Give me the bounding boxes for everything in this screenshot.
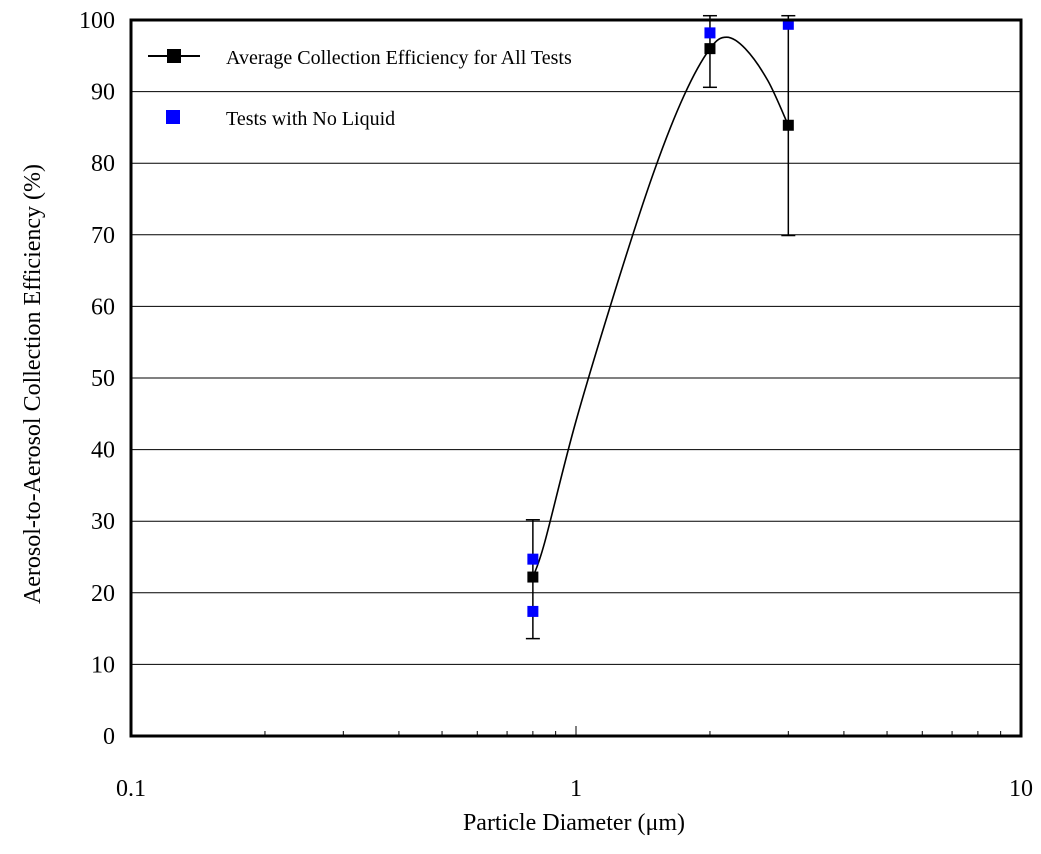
y-tick-label: 70 (91, 223, 115, 249)
legend-marker-no-liquid (166, 110, 180, 124)
data-point-no-liquid (527, 605, 539, 617)
fit-curve (532, 36, 790, 578)
legend-label-average: Average Collection Efficiency for All Te… (226, 47, 572, 69)
data-point-no-liquid (782, 18, 794, 30)
y-tick-label: 90 (91, 80, 115, 106)
y-tick-label: 10 (91, 652, 115, 678)
y-tick-label: 50 (91, 366, 115, 392)
gridlines (131, 91, 1021, 665)
data-point-no-liquid (704, 27, 716, 39)
data-point-average (782, 119, 794, 131)
x-tick-label: 0.1 (116, 776, 146, 802)
y-axis-title: Aerosol-to-Aerosol Collection Efficiency… (20, 164, 46, 604)
y-tick-label: 0 (103, 724, 115, 750)
error-bars-layer (525, 14, 796, 640)
data-points-layer (527, 18, 794, 617)
y-tick-label: 40 (91, 438, 115, 464)
legend-marker-average (167, 49, 181, 63)
y-tick-label: 20 (91, 581, 115, 607)
x-axis-title: Particle Diameter (μm) (463, 810, 685, 836)
x-tick-label: 10 (1009, 776, 1033, 802)
y-tick-label: 80 (91, 151, 115, 177)
y-tick-label: 100 (79, 8, 115, 34)
legend-label-no-liquid: Tests with No Liquid (226, 108, 395, 130)
x-tick-label: 1 (570, 776, 582, 802)
data-point-average (527, 571, 539, 583)
data-point-no-liquid (527, 553, 539, 565)
y-tick-label: 30 (91, 509, 115, 535)
legend: Average Collection Efficiency for All Te… (148, 47, 572, 130)
axis-ticks: 0 10 20 30 40 50 60 70 80 90 100 0.1 1 10 (79, 8, 1033, 802)
data-point-average (704, 43, 716, 55)
y-tick-label: 60 (91, 294, 115, 320)
fit-curve-layer (532, 36, 790, 578)
